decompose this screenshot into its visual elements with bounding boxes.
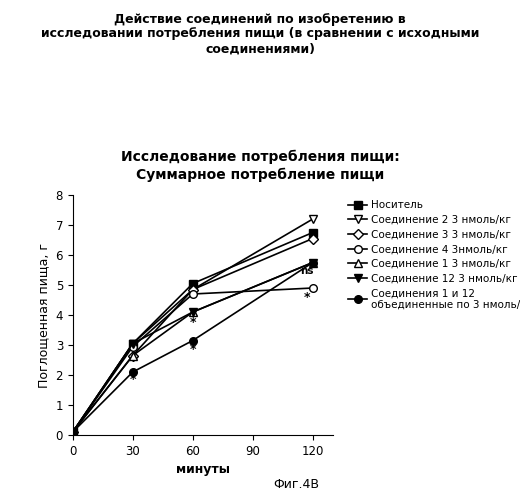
Text: ns: ns — [300, 266, 314, 276]
Text: исследовании потребления пищи (в сравнении с исходными: исследовании потребления пищи (в сравнен… — [41, 28, 479, 40]
Text: *: * — [190, 316, 196, 329]
Text: соединениями): соединениями) — [205, 42, 315, 56]
Legend: Носитель, Соединение 2 3 нмоль/кг, Соединение 3 3 нмоль/кг, Соединение 4 3нмоль/: Носитель, Соединение 2 3 нмоль/кг, Соеди… — [348, 200, 520, 310]
Text: Фиг.4В: Фиг.4В — [274, 478, 319, 491]
X-axis label: минуты: минуты — [176, 464, 230, 476]
Text: *: * — [304, 290, 310, 304]
Text: *: * — [190, 343, 196, 356]
Text: *: * — [129, 373, 136, 386]
Text: Исследование потребления пищи:
Суммарное потребление пищи: Исследование потребления пищи: Суммарное… — [121, 150, 399, 182]
Text: Действие соединений по изобретению в: Действие соединений по изобретению в — [114, 12, 406, 26]
Y-axis label: Поглощенная пища, г: Поглощенная пища, г — [37, 242, 50, 388]
